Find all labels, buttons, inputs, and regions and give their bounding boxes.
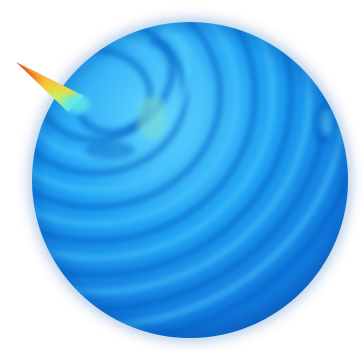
surface-swirl bbox=[76, 27, 192, 159]
surface-spike bbox=[16, 62, 90, 113]
sphere-rim-shadow bbox=[29, 19, 351, 341]
